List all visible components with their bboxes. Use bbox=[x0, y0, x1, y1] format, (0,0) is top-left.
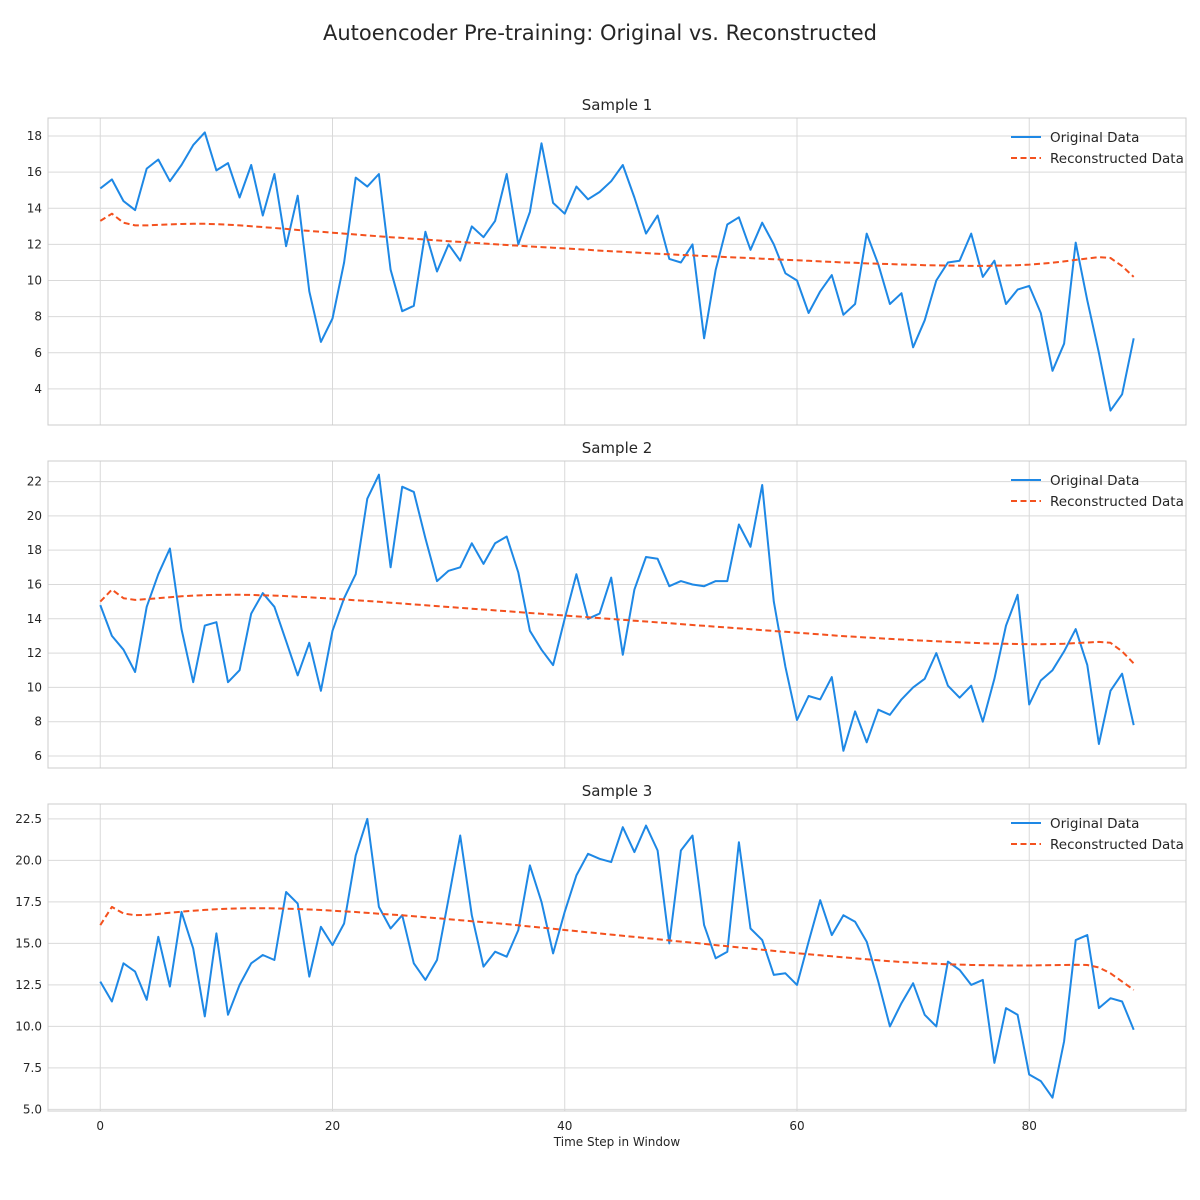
legend-label: Reconstructed Data bbox=[1050, 837, 1184, 853]
x-tick-label: 80 bbox=[1022, 1119, 1037, 1133]
axes-frame bbox=[47, 460, 1187, 769]
reconstructed-series-line bbox=[99, 905, 1135, 991]
x-axis-label: Time Step in Window bbox=[553, 1135, 681, 1149]
subplot-3: 5.0 7.5 10.0 12.5 15.0 17.5 20.0 22.5 0 20 40 60 80 S… bbox=[15, 782, 1187, 1149]
y-tick-label: 12.5 bbox=[15, 978, 42, 992]
legend-label: Original Data bbox=[1050, 130, 1139, 146]
legend-label: Original Data bbox=[1050, 473, 1139, 489]
y-tick-label: 10 bbox=[27, 680, 42, 694]
y-tick-label: 12 bbox=[27, 646, 42, 660]
subplot-2: 6 8 10 12 14 16 18 20 22 Sample 2 Original Data Rec… bbox=[27, 439, 1187, 769]
y-tick-label: 16 bbox=[27, 165, 42, 179]
y-tick-label: 18 bbox=[27, 543, 42, 557]
reconstructed-series-line bbox=[99, 212, 1135, 278]
y-tick-label: 20 bbox=[27, 509, 42, 523]
y-tick-label: 10 bbox=[27, 274, 42, 288]
y-tick-label: 7.5 bbox=[23, 1061, 42, 1075]
y-tick-label: 16 bbox=[27, 577, 42, 591]
subplot-title: Sample 3 bbox=[582, 782, 653, 800]
original-series-line bbox=[99, 131, 1135, 412]
y-tick-label: 15.0 bbox=[15, 936, 42, 950]
x-tick-label: 0 bbox=[96, 1119, 104, 1133]
y-tick-label: 8 bbox=[34, 715, 42, 729]
original-series-line bbox=[99, 817, 1135, 1099]
axes-frame bbox=[47, 803, 1187, 1112]
legend: Original Data Reconstructed Data bbox=[1011, 130, 1184, 167]
y-tick-label: 20.0 bbox=[15, 853, 42, 867]
subplot-title: Sample 2 bbox=[582, 439, 653, 457]
reconstructed-series-line bbox=[99, 588, 1135, 665]
y-tick-label: 4 bbox=[34, 382, 42, 396]
y-tick-label: 10.0 bbox=[15, 1019, 42, 1033]
y-tick-label: 18 bbox=[27, 129, 42, 143]
x-tick-label: 60 bbox=[789, 1119, 804, 1133]
original-series-line bbox=[99, 473, 1135, 752]
y-tick-label: 8 bbox=[34, 310, 42, 324]
x-tick-label: 40 bbox=[557, 1119, 572, 1133]
axes-frame bbox=[47, 117, 1187, 426]
legend: Original Data Reconstructed Data bbox=[1011, 473, 1184, 510]
subplots: 4 6 8 10 12 14 16 18 Sample 1 Original Data Recons… bbox=[15, 96, 1187, 1149]
y-tick-label: 22 bbox=[27, 475, 42, 489]
figure-title: Autoencoder Pre-training: Original vs. R… bbox=[323, 21, 877, 45]
subplot-title: Sample 1 bbox=[582, 96, 653, 114]
y-tick-label: 6 bbox=[34, 346, 42, 360]
x-tick-label: 20 bbox=[325, 1119, 340, 1133]
y-tick-label: 6 bbox=[34, 749, 42, 763]
y-tick-label: 22.5 bbox=[15, 812, 42, 826]
y-tick-label: 14 bbox=[27, 612, 42, 626]
y-tick-label: 5.0 bbox=[23, 1102, 42, 1116]
y-tick-label: 14 bbox=[27, 201, 42, 215]
legend: Original Data Reconstructed Data bbox=[1011, 816, 1184, 853]
y-tick-label: 12 bbox=[27, 237, 42, 251]
legend-label: Reconstructed Data bbox=[1050, 151, 1184, 167]
subplot-1: 4 6 8 10 12 14 16 18 Sample 1 Original Data Recons… bbox=[27, 96, 1187, 426]
legend-label: Original Data bbox=[1050, 816, 1139, 832]
y-tick-label: 17.5 bbox=[15, 895, 42, 909]
legend-label: Reconstructed Data bbox=[1050, 494, 1184, 510]
